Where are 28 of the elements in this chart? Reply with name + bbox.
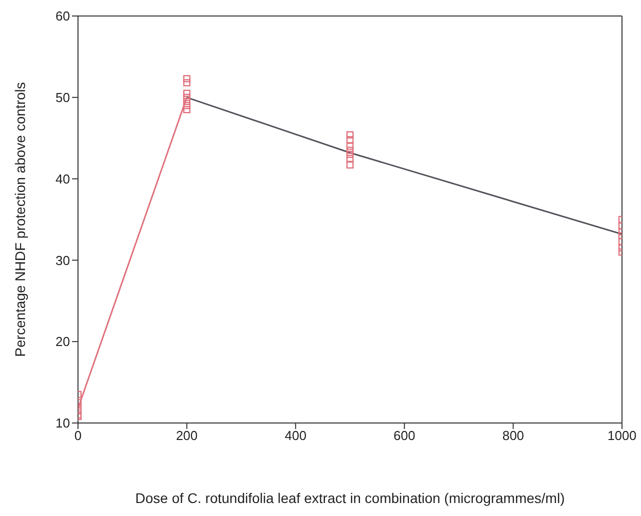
point: [346, 161, 354, 169]
x-tick-label: 400: [284, 428, 306, 444]
point: [183, 79, 190, 86]
x-tick-label: 200: [176, 428, 198, 444]
y-axis-title: Percentage NHDF protection above controls: [12, 82, 28, 357]
x-axis-title: Dose of C. rotundifolia leaf extract in combination (microgrammes/ml): [135, 490, 565, 506]
point: [183, 90, 190, 97]
point: [346, 131, 354, 138]
point: [346, 146, 354, 154]
x-tick-label: 800: [502, 428, 524, 444]
point: [183, 102, 190, 110]
x-tick-label: 600: [394, 428, 416, 444]
y-tick-label: 50: [56, 90, 70, 106]
point: [346, 142, 354, 150]
point: [183, 94, 190, 101]
y-tick-label: 40: [56, 171, 70, 186]
y-tick-label: 20: [56, 334, 70, 350]
point: [346, 154, 354, 162]
point: [346, 136, 354, 144]
x-tick-label: 1000: [608, 428, 636, 444]
y-tick-label: 30: [56, 252, 70, 268]
point: [183, 106, 190, 114]
point: [183, 75, 190, 82]
y-tick-label: 60: [56, 8, 70, 24]
point: [183, 98, 190, 106]
y-tick-label: 10: [56, 416, 70, 431]
point: [346, 150, 354, 158]
x-tick-label: 0: [74, 428, 82, 444]
